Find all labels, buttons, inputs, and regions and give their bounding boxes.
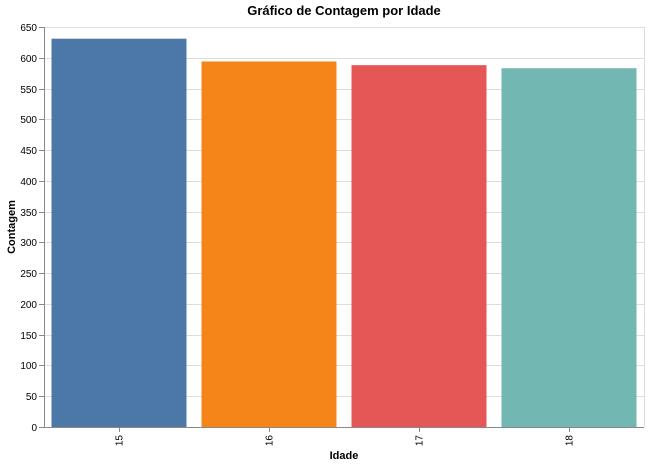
y-tick-label: 550 [20, 85, 37, 96]
y-tick-label: 250 [20, 269, 37, 280]
y-tick-label: 400 [20, 177, 37, 188]
x-tick-label: 17 [415, 435, 426, 447]
x-tick-label: 15 [115, 435, 126, 447]
x-tick-label: 16 [265, 435, 276, 447]
y-tick-label: 600 [20, 54, 37, 65]
bar-16 [201, 61, 337, 427]
x-tick-label: 18 [565, 435, 576, 447]
bar-15 [51, 38, 187, 427]
x-axis-title: Idade [330, 450, 359, 462]
y-tick-label: 150 [20, 331, 37, 342]
y-tick-label: 200 [20, 300, 37, 311]
y-tick-label: 0 [31, 423, 37, 434]
bar-17 [351, 65, 487, 428]
y-tick-label: 50 [26, 392, 38, 403]
y-tick-label: 100 [20, 361, 37, 372]
y-tick-label: 300 [20, 238, 37, 249]
y-tick-label: 450 [20, 146, 37, 157]
y-axis-title: Contagem [6, 200, 18, 254]
chart-title: Gráfico de Contagem por Idade [247, 3, 441, 18]
bars [51, 38, 637, 428]
y-tick-label: 500 [20, 115, 37, 126]
y-tick-label: 650 [20, 23, 37, 34]
bar-18 [501, 68, 637, 427]
y-tick-label: 350 [20, 208, 37, 219]
axes: 0 50 100 150 200 250 300 350 400 450 500 550 600 650 1… [20, 23, 644, 446]
